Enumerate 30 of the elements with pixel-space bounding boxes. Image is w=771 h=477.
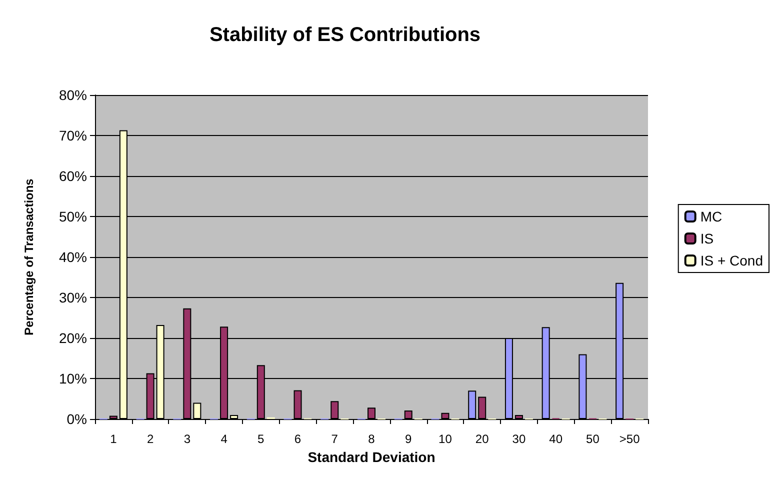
x-tick-label: 50 bbox=[586, 432, 600, 446]
x-tick-label: 10 bbox=[438, 432, 452, 446]
x-tick-label: 9 bbox=[405, 432, 412, 446]
x-tick-label: >50 bbox=[619, 432, 640, 446]
y-tick-label: 80% bbox=[58, 87, 87, 103]
x-tick-label: 5 bbox=[258, 432, 265, 446]
x-tick-label: 40 bbox=[549, 432, 563, 446]
x-tick-label: 30 bbox=[512, 432, 526, 446]
x-tick-label: 7 bbox=[331, 432, 338, 446]
legend-label: IS + Cond bbox=[700, 252, 764, 268]
x-tick-label: 3 bbox=[184, 432, 191, 446]
x-tick-label: 2 bbox=[146, 432, 154, 446]
chart-title: Stability of ES Contributions bbox=[209, 24, 481, 46]
y-tick-label: 70% bbox=[58, 128, 87, 144]
y-tick-label: 30% bbox=[58, 290, 87, 306]
legend-label: MC bbox=[700, 208, 722, 224]
y-tick-label: 10% bbox=[58, 370, 87, 386]
x-tick-label: 4 bbox=[220, 432, 228, 446]
x-tick-label: 20 bbox=[475, 432, 490, 446]
y-tick-label: 0% bbox=[66, 411, 87, 427]
y-tick-label: 50% bbox=[58, 208, 87, 224]
legend-label: IS bbox=[700, 230, 714, 246]
x-tick-label: 6 bbox=[294, 432, 302, 446]
y-tick-label: 40% bbox=[58, 249, 87, 265]
x-tick-label: 8 bbox=[368, 432, 376, 446]
x-tick-label: 1 bbox=[110, 432, 118, 446]
y-tick-label: 60% bbox=[58, 168, 87, 184]
y-axis-title: Percentage of Transactions bbox=[22, 178, 36, 336]
y-tick-label: 20% bbox=[58, 330, 87, 346]
x-axis-title: Standard Deviation bbox=[308, 448, 436, 465]
